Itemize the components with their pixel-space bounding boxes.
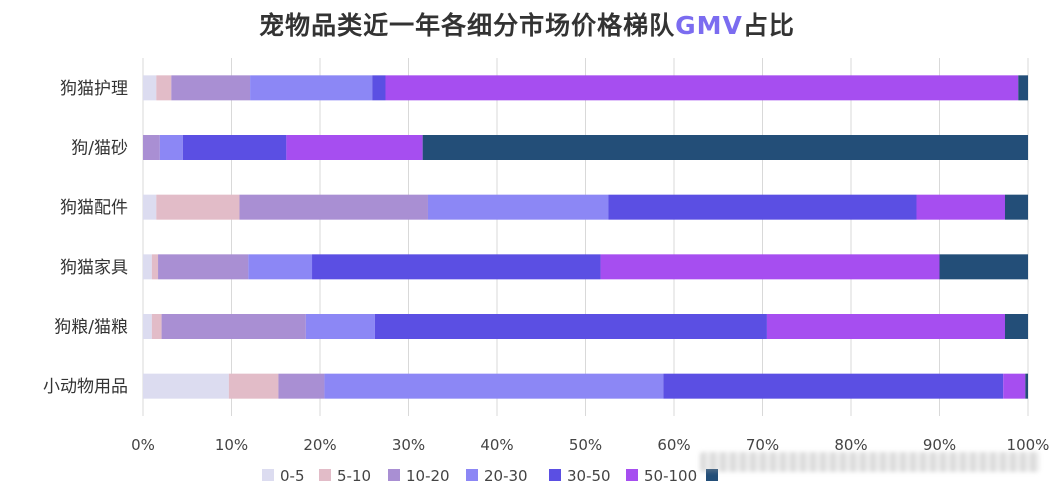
bar-segment: [143, 135, 160, 160]
legend-label: 0-5: [280, 467, 305, 485]
x-tick-label: 40%: [480, 436, 513, 454]
bar-segment: [239, 194, 428, 220]
bars: [143, 75, 1028, 399]
bar-segment: [143, 314, 152, 339]
bar-segment: [1003, 373, 1026, 399]
x-tick-label: 50%: [569, 436, 602, 454]
bar-segment: [248, 254, 313, 280]
bar-segment: [151, 254, 159, 280]
bar-segment: [1004, 314, 1028, 339]
bar-segment: [182, 135, 287, 160]
legend-swatch: [626, 469, 638, 481]
legend: 0-5 5-10 10-20 20-30 30-50 50-100: [262, 467, 718, 485]
title-suffix: 占比: [742, 11, 795, 40]
bar-segment: [939, 254, 1028, 280]
bar-segment: [151, 314, 162, 339]
bar-segment: [600, 254, 940, 280]
x-tick-label: 0%: [131, 436, 155, 454]
bar-segment: [228, 373, 279, 399]
bar-segment: [324, 373, 664, 399]
bar-segment: [427, 194, 609, 220]
x-tick-label: 70%: [746, 436, 779, 454]
bar-segment: [1004, 194, 1028, 220]
x-tick-labels: 0% 10% 20% 30% 40% 50% 60% 70% 80% 90% 100%: [131, 436, 1049, 454]
category-label: 狗/猫砂: [71, 139, 128, 159]
bar-segment: [422, 135, 1028, 160]
legend-label: 30-50: [567, 467, 611, 485]
bar-segment: [161, 314, 306, 339]
legend-label: 5-10: [337, 467, 371, 485]
x-tick-label: 60%: [657, 436, 690, 454]
bar-segment: [171, 75, 251, 101]
bar-segment: [1025, 373, 1028, 399]
legend-swatch: [549, 469, 561, 481]
bar-segment: [143, 254, 152, 280]
legend-swatch: [388, 469, 400, 481]
x-tick-label: 20%: [303, 436, 336, 454]
bar-segment: [158, 254, 249, 280]
bar-segment: [916, 194, 1005, 220]
legend-swatch: [262, 469, 274, 481]
legend-swatch: [466, 469, 478, 481]
title-prefix: 宠物品类近一年各细分市场价格梯队: [259, 11, 676, 40]
x-tick-label: 100%: [1007, 436, 1050, 454]
bar-segment: [286, 135, 423, 160]
x-tick-label: 10%: [215, 436, 248, 454]
x-tick-label: 80%: [834, 436, 867, 454]
bar-segment: [143, 373, 229, 399]
bar-segment: [156, 194, 240, 220]
title-highlight: GMV: [675, 11, 743, 40]
bar-segment: [374, 314, 767, 339]
bar-segment: [143, 194, 157, 220]
bar-segment: [278, 373, 325, 399]
category-label: 狗猫家具: [60, 258, 128, 278]
legend-swatch: [706, 469, 718, 481]
bar-segment: [766, 314, 1005, 339]
legend-swatch: [319, 469, 331, 481]
bar-segment: [1018, 75, 1028, 101]
x-tick-label: 30%: [392, 436, 425, 454]
category-label: 小动物用品: [43, 377, 128, 397]
chart-title: 宠物品类近一年各细分市场价格梯队GMV占比: [0, 6, 1054, 42]
bar-segment: [250, 75, 373, 101]
category-label: 狗猫配件: [60, 198, 128, 218]
category-label: 狗粮/猫粮: [54, 318, 128, 338]
bar-segment: [663, 373, 1004, 399]
category-label: 狗猫护理: [60, 79, 128, 99]
x-tick-label: 90%: [923, 436, 956, 454]
legend-label: 50-100: [644, 467, 697, 485]
bar-segment: [608, 194, 917, 220]
bar-segment: [385, 75, 1019, 101]
bar-segment: [312, 254, 601, 280]
legend-label: 20-30: [484, 467, 528, 485]
bar-segment: [372, 75, 386, 101]
gridlines: [142, 58, 1029, 416]
bar-segment: [159, 135, 183, 160]
bar-segment: [305, 314, 375, 339]
legend-label: 10-20: [406, 467, 450, 485]
watermark: [700, 452, 1040, 472]
bar-segment: [143, 75, 157, 101]
bar-segment: [156, 75, 172, 101]
